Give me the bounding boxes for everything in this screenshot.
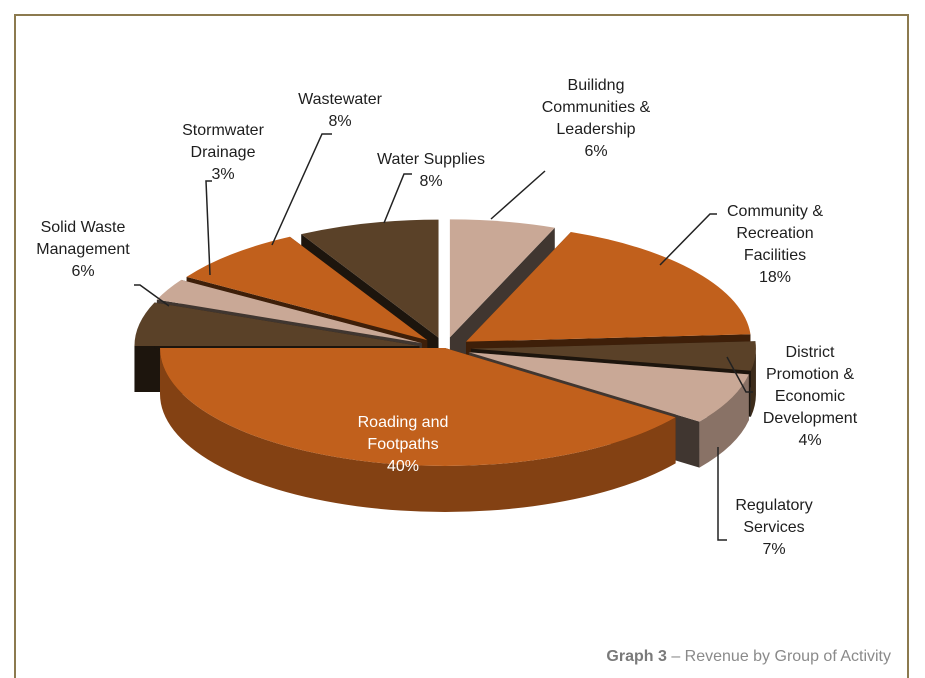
slice-label-storm: Stormwater Drainage 3% [182, 122, 264, 183]
slice-value-waste: 8% [328, 113, 351, 130]
leader-line-building [490, 170, 546, 220]
slice-label-community: Community & Recreation Facilities 18% [727, 203, 823, 286]
slice-name-district: Development [763, 410, 858, 427]
leader-line-solid [134, 284, 170, 307]
caption-text: – Revenue by Group of Activity [666, 648, 891, 665]
caption-graph-number: Graph 3 [606, 648, 667, 665]
slice-label-regulatory: Regulatory Services 7% [735, 497, 812, 558]
slice-name-waste: Wastewater [298, 91, 383, 108]
slice-community [466, 231, 751, 342]
slice-label-district: District Promotion & Economic Development 4% [763, 344, 858, 449]
slice-roading [160, 348, 676, 466]
pie-chart: Builidng Communities & Leadership 6% Communi… [36, 77, 857, 558]
slice-value-storm: 3% [211, 166, 234, 183]
slice-name-building: Communities & [542, 99, 651, 116]
slice-value-district: 4% [798, 432, 821, 449]
slice-label-water: Water Supplies 8% [377, 151, 485, 190]
chart-frame [14, 14, 909, 678]
slice-regulatory [468, 352, 749, 422]
slice-value-water: 8% [419, 173, 442, 190]
slice-value-solid: 6% [71, 263, 94, 280]
slice-name-district: Economic [775, 388, 845, 405]
slice-name-water: Water Supplies [377, 151, 485, 168]
slice-label-roading: Roading and Footpaths 40% [358, 414, 449, 475]
slice-storm [156, 279, 422, 344]
slice-name-storm: Stormwater [182, 122, 264, 139]
slice-district [470, 341, 756, 371]
slice-labels: Builidng Communities & Leadership 6% Communi… [36, 77, 857, 558]
leader-line-waste [271, 133, 332, 246]
chart-caption: Graph 3 – Revenue by Group of Activity [606, 648, 891, 666]
slice-value-community: 18% [759, 269, 791, 286]
slice-name-building: Leadership [556, 121, 635, 138]
leader-line-community [659, 213, 717, 266]
slice-value-regulatory: 7% [762, 541, 785, 558]
slice-label-building: Builidng Communities & Leadership 6% [542, 77, 651, 160]
slice-name-district: Promotion & [766, 366, 854, 383]
leader-lines [134, 133, 753, 541]
slice-name-community: Community & [727, 203, 823, 220]
slice-name-building: Builidng [568, 77, 625, 94]
leader-line-water [383, 173, 412, 224]
slice-outer-district-0 [750, 348, 756, 417]
leader-line-regulatory [717, 447, 727, 541]
slice-name-storm: Drainage [191, 144, 256, 161]
pie-tops [134, 219, 756, 466]
slice-name-roading: Roading and [358, 414, 449, 431]
slice-name-district: District [786, 344, 835, 361]
slice-label-solid: Solid Waste Management 6% [36, 219, 130, 280]
slice-name-community: Facilities [744, 247, 806, 264]
slice-solid [134, 302, 420, 346]
slice-label-waste: Wastewater 8% [298, 91, 383, 130]
leader-line-district [726, 356, 753, 393]
slice-name-regulatory: Services [743, 519, 804, 536]
leader-line-storm [205, 180, 212, 276]
slice-outer-regulatory-0 [699, 374, 749, 468]
slice-name-roading: Footpaths [367, 436, 438, 453]
slice-name-solid: Solid Waste [41, 219, 126, 236]
slice-outer-roading-0 [160, 348, 676, 513]
slice-value-building: 6% [584, 143, 607, 160]
slice-waste [186, 236, 428, 341]
slice-name-community: Recreation [736, 225, 813, 242]
slice-name-solid: Management [36, 241, 130, 258]
slice-value-roading: 40% [387, 458, 419, 475]
slice-water [301, 219, 439, 338]
slice-name-regulatory: Regulatory [735, 497, 812, 514]
slice-building [449, 219, 555, 338]
